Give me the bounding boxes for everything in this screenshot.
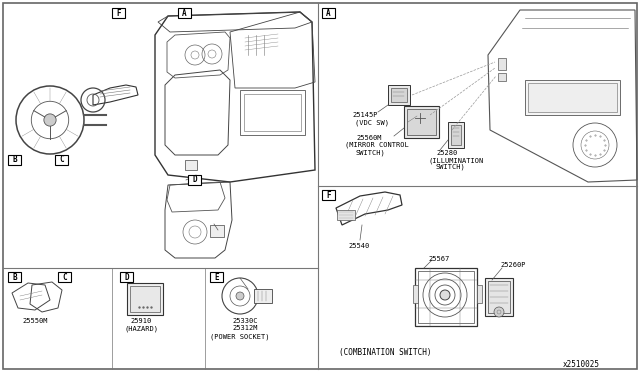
Bar (451, 125, 461, 145)
Text: B: B (12, 273, 17, 282)
Text: C: C (59, 155, 64, 164)
Bar (112, 8, 125, 18)
Text: B: B (12, 155, 17, 164)
Bar (525, 80, 620, 115)
Circle shape (236, 292, 244, 300)
Text: 25280: 25280 (436, 150, 457, 156)
Bar (498, 58, 506, 70)
Bar (407, 109, 436, 135)
Text: E: E (214, 273, 219, 282)
Text: x2510025: x2510025 (563, 360, 600, 369)
Bar (188, 175, 201, 185)
Bar (58, 272, 71, 282)
Bar (448, 122, 464, 148)
Bar (485, 278, 513, 316)
Text: 25560M: 25560M (356, 135, 381, 141)
Bar (185, 160, 197, 170)
Text: 25145P: 25145P (352, 112, 378, 118)
Bar (337, 210, 355, 220)
Bar (388, 85, 410, 105)
Text: A: A (182, 9, 187, 17)
Text: SWITCH): SWITCH) (355, 149, 385, 155)
Bar (322, 190, 335, 200)
Bar (415, 268, 477, 326)
Text: 25910: 25910 (130, 318, 151, 324)
Text: (COMBINATION SWITCH): (COMBINATION SWITCH) (339, 348, 431, 357)
Text: 25540: 25540 (348, 243, 369, 249)
Text: 25550M: 25550M (22, 318, 47, 324)
Bar (210, 272, 223, 282)
Text: (HAZARD): (HAZARD) (125, 325, 159, 331)
Text: 25330C: 25330C (232, 318, 257, 324)
Text: 25567: 25567 (428, 256, 449, 262)
Text: SWITCH): SWITCH) (435, 164, 465, 170)
Text: (VDC SW): (VDC SW) (355, 119, 389, 125)
Bar (413, 285, 418, 303)
Bar (8, 272, 21, 282)
Circle shape (44, 114, 56, 126)
Text: D: D (124, 273, 129, 282)
Bar (418, 271, 474, 323)
Bar (130, 286, 160, 312)
Text: 25260P: 25260P (500, 262, 525, 268)
Text: 25312M: 25312M (232, 325, 257, 331)
Bar (210, 225, 224, 237)
Bar (391, 88, 407, 102)
Bar (55, 155, 68, 165)
Text: (MIRROR CONTROL: (MIRROR CONTROL (345, 142, 409, 148)
Bar (477, 285, 482, 303)
Bar (488, 281, 510, 313)
Text: D: D (192, 176, 197, 185)
Bar (240, 90, 305, 135)
Bar (322, 8, 335, 18)
Text: (POWER SOCKET): (POWER SOCKET) (210, 333, 269, 340)
Bar (254, 289, 272, 303)
Bar (8, 155, 21, 165)
Circle shape (440, 290, 450, 300)
Text: F: F (116, 9, 121, 17)
Text: A: A (326, 9, 331, 17)
Text: F: F (326, 190, 331, 199)
Bar (244, 94, 301, 131)
Bar (528, 83, 617, 112)
Bar (127, 283, 163, 315)
Bar (498, 73, 506, 81)
Bar (404, 106, 439, 138)
Bar (178, 8, 191, 18)
Text: (ILLUMINATION: (ILLUMINATION (428, 157, 483, 164)
Text: C: C (62, 273, 67, 282)
Circle shape (494, 307, 504, 317)
Bar (120, 272, 133, 282)
